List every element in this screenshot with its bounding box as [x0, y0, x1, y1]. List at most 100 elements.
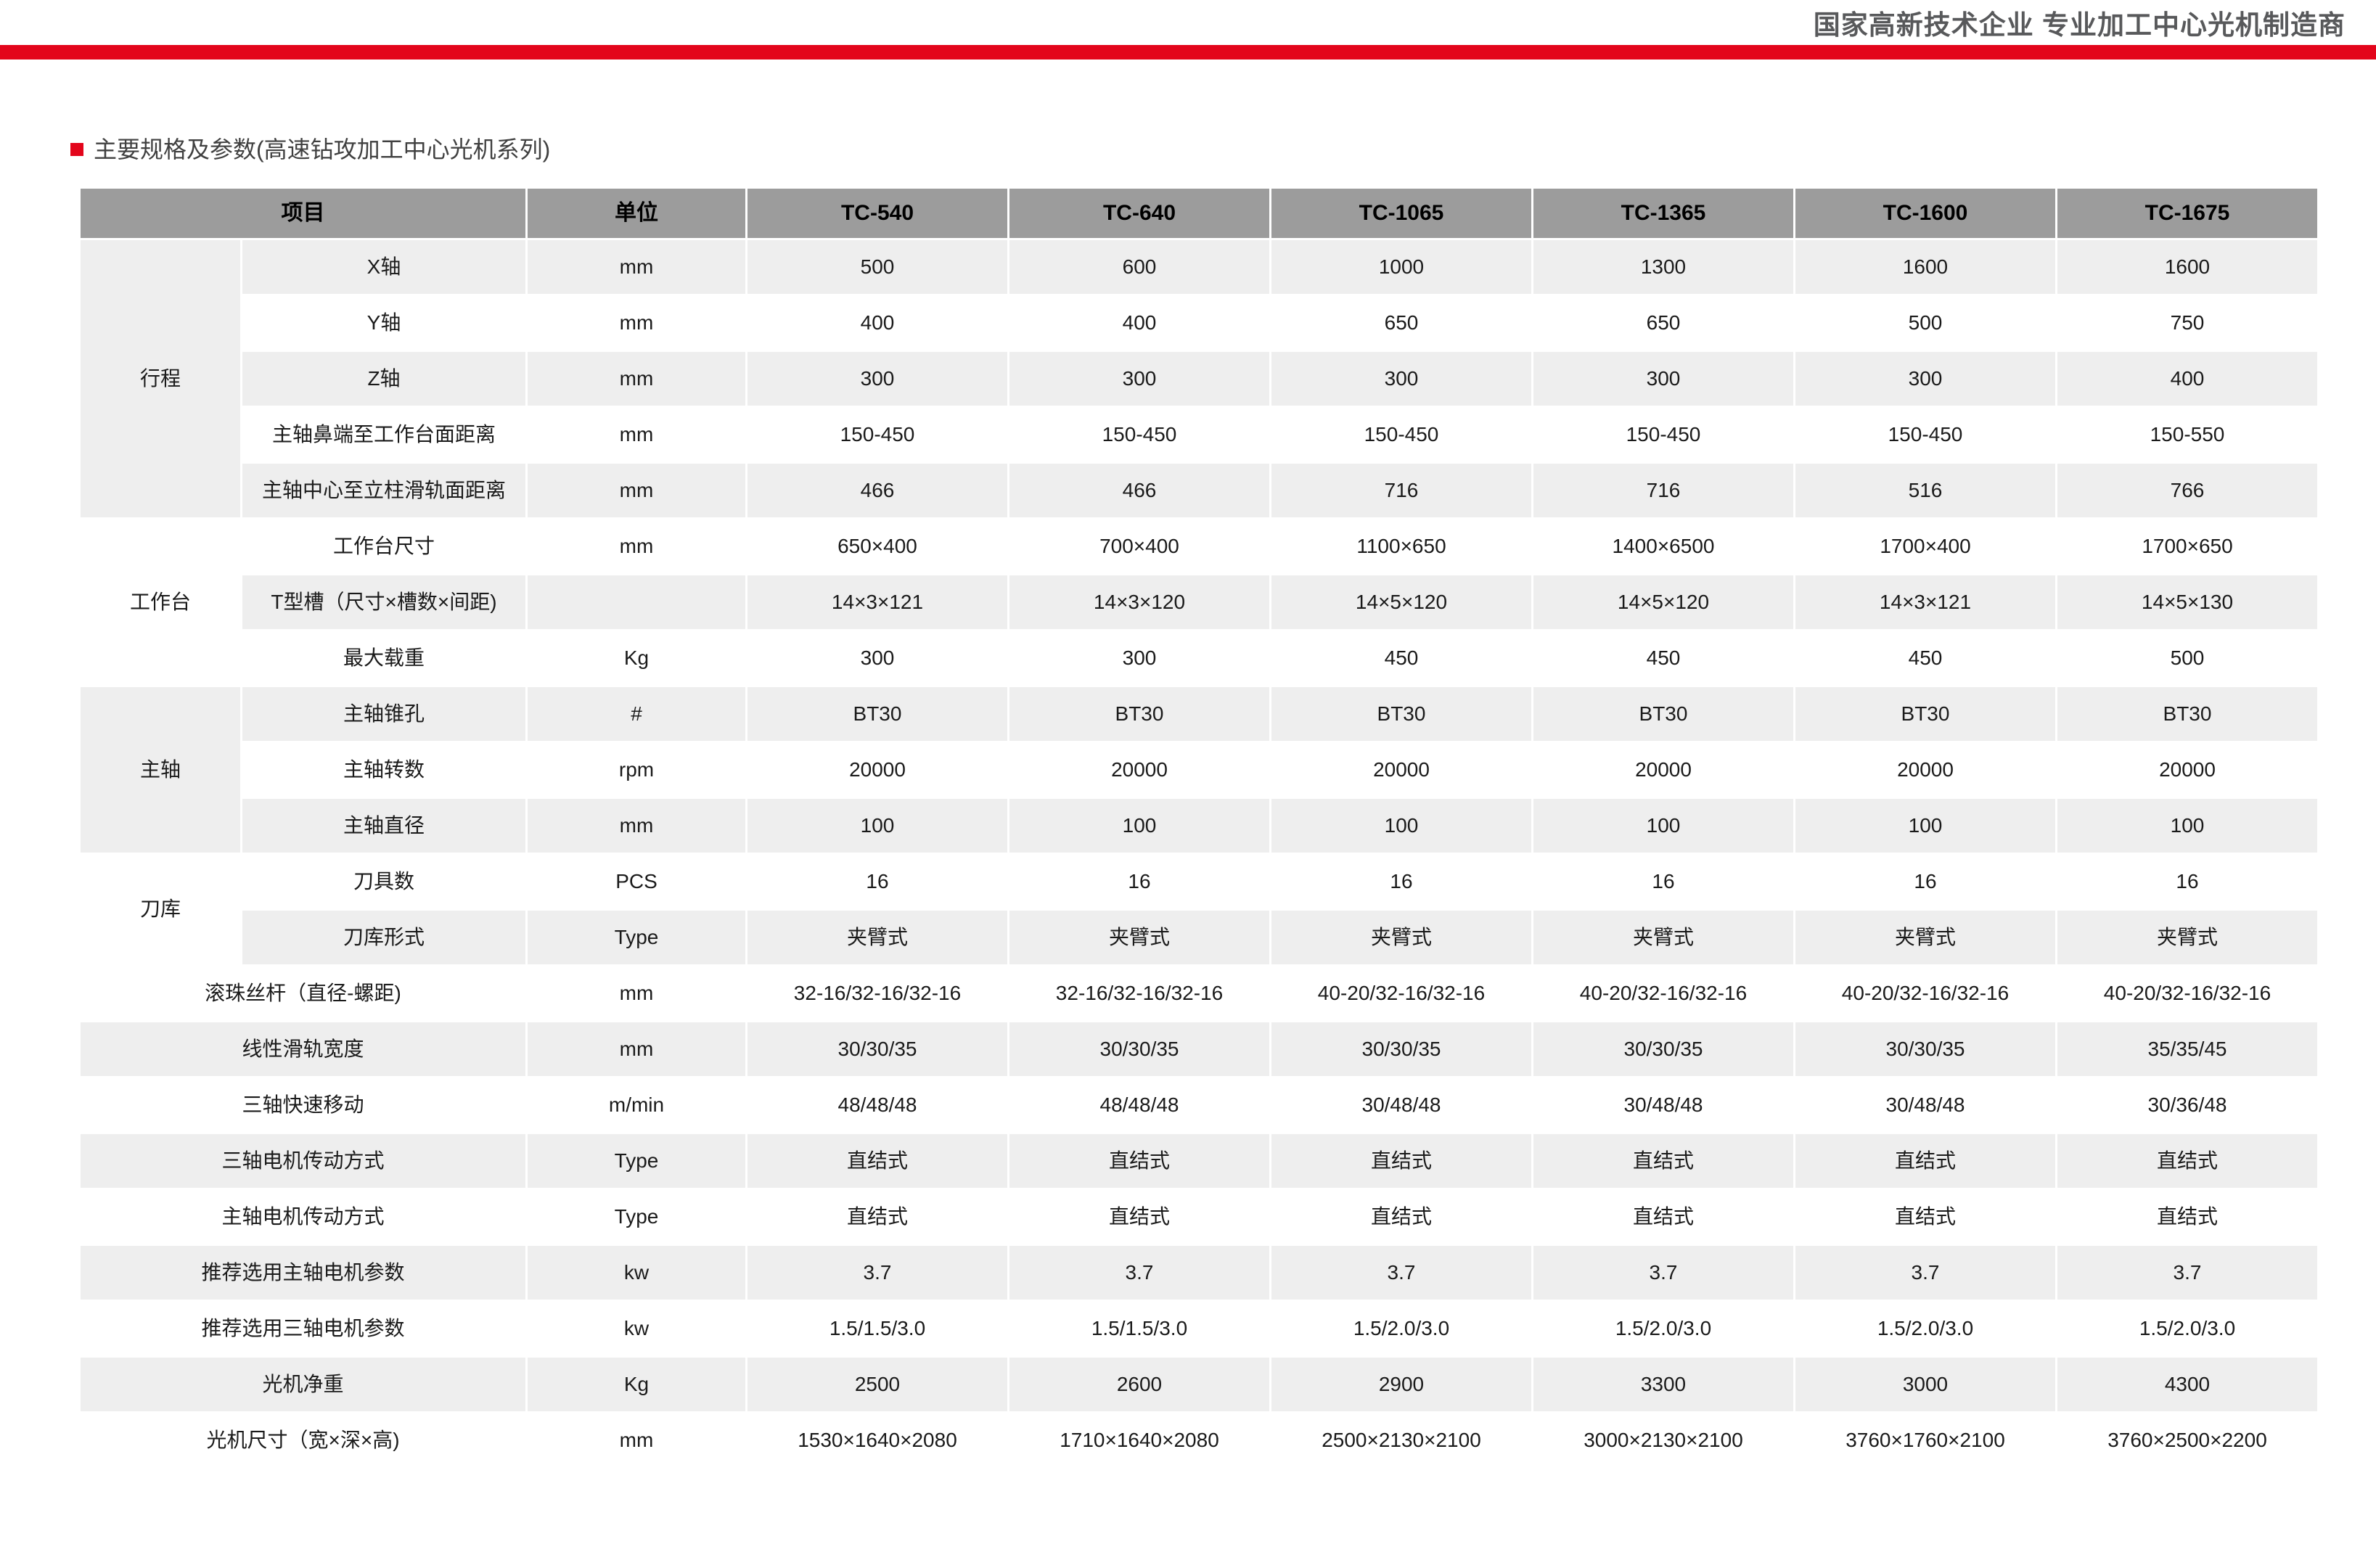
row-value-cell: 450	[1271, 631, 1531, 685]
row-value-cell: 3.7	[747, 1246, 1007, 1300]
row-value-cell: 1.5/1.5/3.0	[1009, 1302, 1269, 1355]
table-row: 推荐选用主轴电机参数 kw 3.7 3.7 3.7 3.7 3.7 3.7	[81, 1246, 2317, 1300]
row-value-cell: 400	[2057, 352, 2317, 406]
row-value-cell: 150-450	[747, 408, 1007, 461]
row-item-label: 光机净重	[81, 1358, 525, 1411]
row-value-cell: 766	[2057, 464, 2317, 517]
specification-table-container: 项目 单位 TC-540 TC-640 TC-1065 TC-1365 TC-1…	[78, 186, 2317, 1469]
row-value-cell: 20000	[1795, 743, 2055, 797]
specification-table: 项目 单位 TC-540 TC-640 TC-1065 TC-1365 TC-1…	[78, 186, 2319, 1469]
row-value-cell: 30/30/35	[1533, 1022, 1793, 1076]
row-value-cell: BT30	[747, 687, 1007, 741]
row-value-cell: 400	[747, 296, 1007, 350]
row-value-cell: 100	[1795, 799, 2055, 853]
row-value-cell: 32-16/32-16/32-16	[1009, 966, 1269, 1020]
row-unit-label: Type	[528, 1134, 745, 1188]
row-value-cell: 16	[1009, 855, 1269, 908]
row-value-cell: 100	[2057, 799, 2317, 853]
row-value-cell: 30/30/35	[747, 1022, 1007, 1076]
row-value-cell: 1700×650	[2057, 520, 2317, 573]
table-row: 光机尺寸（宽×深×高) mm 1530×1640×2080 1710×1640×208…	[81, 1413, 2317, 1467]
row-value-cell: 1000	[1271, 240, 1531, 294]
column-header-tc1675: TC-1675	[2057, 189, 2317, 238]
row-value-cell: 48/48/48	[1009, 1078, 1269, 1132]
row-item-label: 三轴电机传动方式	[81, 1134, 525, 1188]
row-value-cell: 3300	[1533, 1358, 1793, 1411]
row-value-cell: 48/48/48	[747, 1078, 1007, 1132]
row-value-cell: 16	[1271, 855, 1531, 908]
row-value-cell: 650	[1271, 296, 1531, 350]
table-row: 推荐选用三轴电机参数 kw 1.5/1.5/3.0 1.5/1.5/3.0 1.5/2.…	[81, 1302, 2317, 1355]
row-unit-label	[528, 575, 745, 629]
row-value-cell: 150-450	[1795, 408, 2055, 461]
row-value-cell: 夹臂式	[1271, 911, 1531, 964]
row-unit-label: mm	[528, 296, 745, 350]
row-value-cell: 夹臂式	[747, 911, 1007, 964]
row-value-cell: 16	[747, 855, 1007, 908]
row-value-cell: 650	[1533, 296, 1793, 350]
row-group-label: 主轴	[81, 687, 240, 853]
row-value-cell: 100	[747, 799, 1007, 853]
row-value-cell: 16	[1795, 855, 2055, 908]
row-value-cell: 466	[747, 464, 1007, 517]
row-value-cell: 100	[1009, 799, 1269, 853]
row-unit-label: kw	[528, 1246, 745, 1300]
table-row: 三轴快速移动 m/min 48/48/48 48/48/48 30/48/48 30/48…	[81, 1078, 2317, 1132]
row-value-cell: 直结式	[1533, 1134, 1793, 1188]
row-value-cell: 夹臂式	[1009, 911, 1269, 964]
row-unit-label: kw	[528, 1302, 745, 1355]
row-value-cell: 3.7	[1009, 1246, 1269, 1300]
row-value-cell: 500	[1795, 296, 2055, 350]
row-value-cell: 1.5/2.0/3.0	[1795, 1302, 2055, 1355]
row-value-cell: 30/30/35	[1009, 1022, 1269, 1076]
row-value-cell: 40-20/32-16/32-16	[2057, 966, 2317, 1020]
row-value-cell: 30/48/48	[1795, 1078, 2055, 1132]
row-value-cell: 直结式	[747, 1190, 1007, 1244]
row-value-cell: 1600	[1795, 240, 2055, 294]
row-value-cell: 2500	[747, 1358, 1007, 1411]
table-row: 三轴电机传动方式 Type 直结式 直结式 直结式 直结式 直结式 直结式	[81, 1134, 2317, 1188]
row-value-cell: BT30	[1795, 687, 2055, 741]
company-slogan: 国家高新技术企业 专业加工中心光机制造商	[1813, 10, 2346, 40]
row-unit-label: mm	[528, 799, 745, 853]
row-value-cell: 150-450	[1009, 408, 1269, 461]
row-item-label: 推荐选用主轴电机参数	[81, 1246, 525, 1300]
row-unit-label: mm	[528, 240, 745, 294]
table-head: 项目 单位 TC-540 TC-640 TC-1065 TC-1365 TC-1…	[81, 189, 2317, 238]
row-value-cell: 直结式	[1533, 1190, 1793, 1244]
row-value-cell: 14×5×120	[1271, 575, 1531, 629]
row-value-cell: 1400×6500	[1533, 520, 1793, 573]
row-value-cell: 20000	[2057, 743, 2317, 797]
row-unit-label: Type	[528, 1190, 745, 1244]
row-value-cell: BT30	[1271, 687, 1531, 741]
column-header-unit: 单位	[528, 189, 745, 238]
row-unit-label: mm	[528, 966, 745, 1020]
row-value-cell: 35/35/45	[2057, 1022, 2317, 1076]
row-value-cell: 300	[1271, 352, 1531, 406]
row-item-label: 刀库形式	[242, 911, 525, 964]
table-row: 工作台 工作台尺寸 mm 650×400 700×400 1100×650 1400×650…	[81, 520, 2317, 685]
row-unit-label: Kg	[528, 631, 745, 685]
row-unit-label: mm	[528, 520, 745, 573]
row-value-cell: 14×5×130	[2057, 575, 2317, 629]
row-value-cell: 300	[747, 631, 1007, 685]
table-row: 最大载重 Kg 300 300 450 450 450 500	[81, 631, 2317, 685]
row-item-label: 主轴直径	[242, 799, 525, 853]
top-banner: 国家高新技术企业 专业加工中心光机制造商	[0, 0, 2376, 45]
row-item-label: 三轴快速移动	[81, 1078, 525, 1132]
table-row: 主轴电机传动方式 Type 直结式 直结式 直结式 直结式 直结式 直结式	[81, 1190, 2317, 1244]
row-value-cell: 30/30/35	[1271, 1022, 1531, 1076]
row-value-cell: 300	[1009, 352, 1269, 406]
row-value-cell: 30/48/48	[1271, 1078, 1531, 1132]
table-row: T型槽（尺寸×槽数×间距) 14×3×121 14×3×120 14×5×120 14×…	[81, 575, 2317, 629]
row-value-cell: 16	[2057, 855, 2317, 908]
row-unit-label: mm	[528, 352, 745, 406]
row-value-cell: 2500×2130×2100	[1271, 1413, 1531, 1467]
row-group-label: 工作台	[81, 520, 240, 685]
row-value-cell: 750	[2057, 296, 2317, 350]
row-value-cell: 2600	[1009, 1358, 1269, 1411]
row-item-label: 光机尺寸（宽×深×高)	[81, 1413, 525, 1467]
row-value-cell: 716	[1271, 464, 1531, 517]
row-value-cell: 3.7	[1795, 1246, 2055, 1300]
row-value-cell: 300	[1533, 352, 1793, 406]
